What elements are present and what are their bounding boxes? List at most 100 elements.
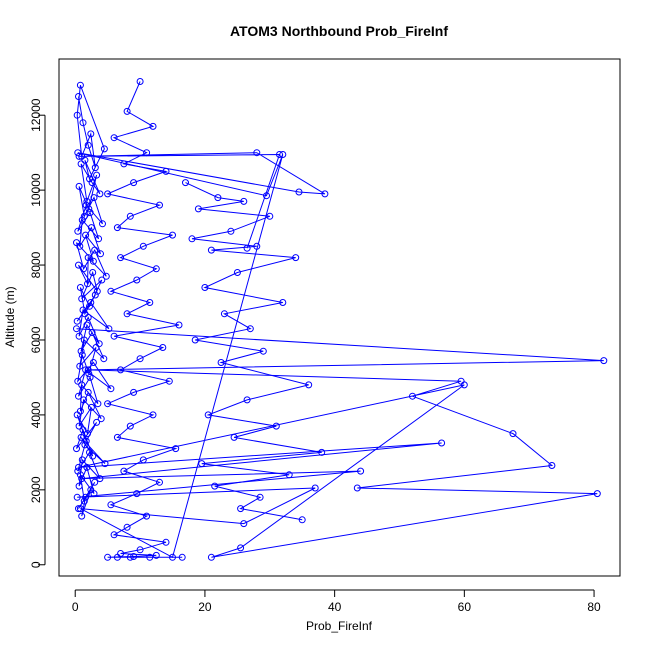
data-point [149,122,157,130]
data-point [94,400,102,408]
series-1 [104,78,186,561]
data-point [159,344,167,351]
data-point [76,362,84,370]
data-point [87,486,95,494]
data-point [75,152,83,160]
data-point [78,295,86,303]
data-point [101,460,109,468]
data-point [75,93,82,100]
data-point [84,280,91,288]
data-point [237,505,245,513]
y-tick-label: 4000 [29,401,43,428]
data-point [89,269,97,276]
data-point [110,332,118,340]
series-layer [73,78,608,561]
data-point [130,553,138,560]
data-point [178,553,186,561]
data-point [73,317,81,325]
data-point [126,422,134,430]
data-point [259,347,267,355]
data-point [88,179,96,187]
data-point [263,192,270,200]
data-point [152,551,160,559]
x-tick-label: 0 [72,600,79,614]
series-line [105,81,183,558]
plot-frame [58,58,621,577]
series-line [76,152,604,559]
data-point [98,276,106,284]
data-point [217,359,225,366]
data-point [149,411,157,419]
data-point [80,497,88,505]
data-point [76,505,84,513]
data-point [256,493,264,501]
data-point [169,553,176,561]
data-point [93,418,101,426]
series-0 [73,81,115,520]
data-point [123,107,131,115]
data-point [80,336,88,344]
data-point [84,366,92,374]
x-tick-label: 40 [328,600,342,614]
data-point [96,190,104,198]
data-point [78,512,86,520]
data-point [321,190,329,198]
data-point [89,257,97,265]
data-point [73,325,80,333]
data-point [79,426,87,434]
data-point [227,227,235,235]
data-point [73,111,81,119]
data-point [82,437,90,445]
data-point [243,396,251,404]
data-point [201,284,209,291]
data-point [93,287,101,295]
data-point [182,179,189,187]
data-point [126,553,134,561]
data-point [86,373,94,381]
data-point [75,482,83,490]
data-point [276,151,283,158]
data-point [266,212,274,220]
data-point [460,381,468,389]
data-point [73,411,81,419]
data-point [136,355,144,363]
data-point [78,216,86,224]
x-tick-label: 80 [587,600,601,614]
data-point [75,332,83,340]
data-point [117,254,125,262]
data-point [75,422,83,430]
data-point [126,212,134,220]
y-axis-label: Altitude (m) [3,286,17,347]
data-point [113,433,121,441]
data-point [548,462,556,469]
data-point [90,194,98,202]
data-point [246,325,254,333]
data-point [97,415,105,423]
data-point [279,151,287,158]
data-point [162,538,170,546]
data-point [207,246,215,254]
x-tick-label: 20 [198,600,212,614]
x-tick-label: 60 [458,600,472,614]
data-point [130,179,138,187]
data-point [357,467,365,475]
data-point [77,347,85,355]
data-point [102,272,110,280]
chart-title: ATOM3 Northbound Prob_FireInf [230,23,448,39]
data-point [104,190,112,198]
data-point [165,377,173,385]
data-point [243,244,251,252]
data-point [78,456,86,464]
y-axis: 0 2000 4000 6000 8000 10000 12000 [29,98,46,568]
y-tick-label: 12000 [29,98,43,132]
data-point [84,388,92,396]
data-point [80,212,88,220]
data-point [253,149,261,157]
data-point [169,231,176,239]
data-point [152,265,160,273]
data-point [78,381,86,389]
data-point [83,321,91,329]
data-point [172,445,180,453]
series-3 [73,149,608,561]
